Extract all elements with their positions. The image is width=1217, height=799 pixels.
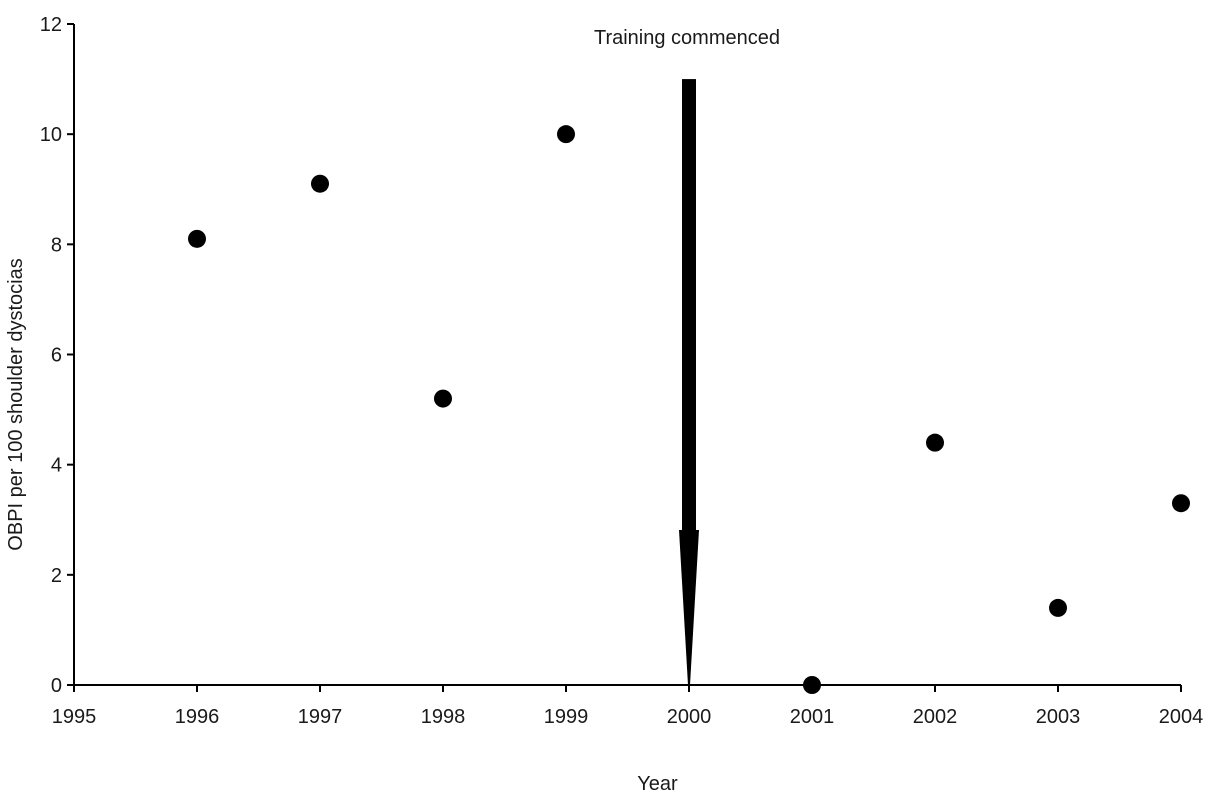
y-tick-label: 12 bbox=[40, 14, 62, 36]
data-points bbox=[188, 125, 1190, 694]
data-point bbox=[926, 433, 944, 452]
data-point bbox=[557, 125, 575, 144]
y-tick-label: 4 bbox=[51, 455, 62, 477]
x-tick-label: 2003 bbox=[1036, 706, 1081, 728]
data-point bbox=[434, 389, 452, 408]
y-tick-label: 0 bbox=[51, 675, 62, 697]
x-axis-ticks: 1995 1996 1997 1998 1999 2000 2001 2002 2003 2004 bbox=[52, 685, 1204, 728]
data-point bbox=[1172, 494, 1190, 513]
data-point bbox=[311, 174, 329, 193]
annotation-layer: Training commenced bbox=[594, 27, 780, 685]
y-axis-ticks: 0 2 4 6 8 10 12 bbox=[40, 14, 74, 697]
y-tick-label: 2 bbox=[51, 565, 62, 587]
arrow-shaft bbox=[682, 79, 696, 530]
data-point bbox=[1049, 598, 1067, 617]
x-tick-label: 1996 bbox=[175, 706, 220, 728]
x-axis-title: Year bbox=[637, 773, 678, 795]
annotation-label: Training commenced bbox=[594, 27, 780, 49]
x-tick-label: 1997 bbox=[298, 706, 343, 728]
x-tick-label: 1995 bbox=[52, 706, 97, 728]
x-tick-label: 2002 bbox=[913, 706, 958, 728]
x-tick-label: 2004 bbox=[1159, 706, 1204, 728]
x-tick-label: 2001 bbox=[790, 706, 835, 728]
x-tick-label: 1998 bbox=[421, 706, 466, 728]
axes bbox=[73, 24, 1181, 686]
x-tick-label: 1999 bbox=[544, 706, 589, 728]
x-tick-label: 2000 bbox=[667, 706, 712, 728]
y-tick-label: 10 bbox=[40, 124, 62, 146]
y-tick-label: 8 bbox=[51, 234, 62, 256]
data-point bbox=[803, 676, 821, 694]
data-point bbox=[188, 229, 206, 248]
arrow-head bbox=[679, 530, 699, 685]
y-tick-label: 6 bbox=[51, 345, 62, 367]
y-axis-title: OBPI per 100 shoulder dystocias bbox=[5, 258, 27, 550]
